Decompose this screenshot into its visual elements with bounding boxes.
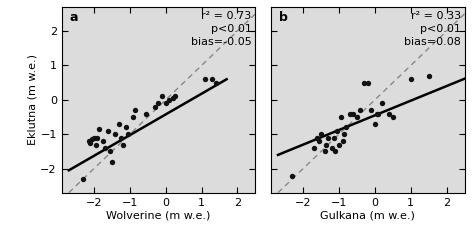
Point <box>142 112 150 116</box>
Point <box>212 81 219 85</box>
Point <box>162 102 169 105</box>
Point <box>94 136 101 140</box>
Point <box>117 136 125 140</box>
Point <box>158 94 166 98</box>
Point <box>171 94 178 98</box>
Point <box>367 108 375 112</box>
Point <box>310 146 318 150</box>
X-axis label: Gulkana (m w.e.): Gulkana (m w.e.) <box>320 210 415 220</box>
Text: b: b <box>279 11 287 24</box>
Point <box>342 125 350 129</box>
Point <box>99 139 107 143</box>
Point <box>323 143 330 146</box>
Text: a: a <box>69 11 78 24</box>
Point <box>349 112 357 116</box>
Point <box>95 127 103 131</box>
Point <box>201 77 209 81</box>
Point <box>85 139 92 143</box>
Point <box>357 108 365 112</box>
Point <box>155 102 162 105</box>
Point <box>346 112 354 116</box>
Point <box>353 115 361 119</box>
Point <box>90 136 98 140</box>
Point <box>92 143 100 146</box>
X-axis label: Wolverine (m w.e.): Wolverine (m w.e.) <box>106 210 210 220</box>
Point <box>330 136 337 140</box>
Point <box>165 98 173 102</box>
Point <box>360 81 368 85</box>
Point <box>87 141 94 145</box>
Point <box>131 108 139 112</box>
Point <box>124 132 132 136</box>
Point <box>371 122 379 126</box>
Point <box>112 132 119 136</box>
Point <box>79 177 87 181</box>
Point <box>328 146 336 150</box>
Point <box>332 149 339 153</box>
Point <box>119 143 127 146</box>
Point <box>101 146 109 150</box>
Point <box>340 132 348 136</box>
Point <box>316 139 323 143</box>
Point <box>314 136 321 140</box>
Point <box>317 132 325 136</box>
Point <box>335 143 343 146</box>
Point <box>385 112 393 116</box>
Point <box>122 125 130 129</box>
Point <box>324 136 332 140</box>
Y-axis label: Eklutna (m w.e.): Eklutna (m w.e.) <box>27 54 37 145</box>
Point <box>104 129 112 133</box>
Point <box>106 149 114 153</box>
Point <box>425 74 432 78</box>
Text: r² = 0.33
p<0.01
bias=0.08: r² = 0.33 p<0.01 bias=0.08 <box>404 11 461 47</box>
Point <box>321 149 328 153</box>
Point <box>374 112 382 116</box>
Point <box>115 122 123 126</box>
Text: r² = 0.73
p<0.01
bias=-0.05: r² = 0.73 p<0.01 bias=-0.05 <box>191 11 251 47</box>
Point <box>151 105 159 109</box>
Point <box>209 77 216 81</box>
Point <box>108 160 116 164</box>
Point <box>337 115 345 119</box>
Point <box>364 81 372 85</box>
Point <box>389 115 397 119</box>
Point <box>169 96 177 100</box>
Point <box>378 102 386 105</box>
Point <box>88 137 96 141</box>
Point <box>129 115 137 119</box>
Point <box>407 77 414 81</box>
Point <box>289 174 296 177</box>
Point <box>373 112 381 116</box>
Point <box>339 139 346 143</box>
Point <box>333 129 341 133</box>
